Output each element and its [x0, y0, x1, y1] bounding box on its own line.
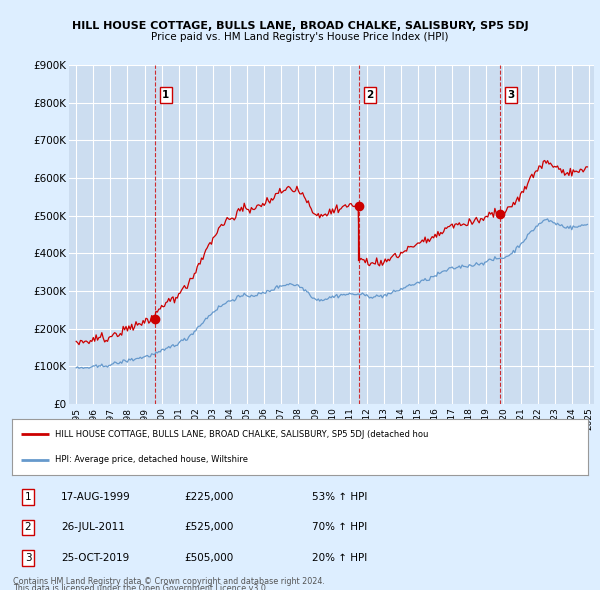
- Text: Price paid vs. HM Land Registry's House Price Index (HPI): Price paid vs. HM Land Registry's House …: [151, 32, 449, 42]
- Text: £505,000: £505,000: [185, 553, 234, 563]
- Text: 26-JUL-2011: 26-JUL-2011: [61, 523, 125, 532]
- Text: HILL HOUSE COTTAGE, BULLS LANE, BROAD CHALKE, SALISBURY, SP5 5DJ (detached hou: HILL HOUSE COTTAGE, BULLS LANE, BROAD CH…: [55, 430, 428, 438]
- Text: 70% ↑ HPI: 70% ↑ HPI: [311, 523, 367, 532]
- Text: 1: 1: [25, 492, 31, 502]
- Text: £525,000: £525,000: [185, 523, 234, 532]
- Text: 25-OCT-2019: 25-OCT-2019: [61, 553, 129, 563]
- Text: 3: 3: [25, 553, 31, 563]
- Text: 2: 2: [366, 90, 373, 100]
- Text: This data is licensed under the Open Government Licence v3.0.: This data is licensed under the Open Gov…: [13, 584, 269, 590]
- Text: 2: 2: [25, 523, 31, 532]
- Text: HILL HOUSE COTTAGE, BULLS LANE, BROAD CHALKE, SALISBURY, SP5 5DJ: HILL HOUSE COTTAGE, BULLS LANE, BROAD CH…: [71, 21, 529, 31]
- Text: Contains HM Land Registry data © Crown copyright and database right 2024.: Contains HM Land Registry data © Crown c…: [13, 577, 325, 586]
- Text: 3: 3: [507, 90, 514, 100]
- Text: 1: 1: [162, 90, 169, 100]
- Text: HPI: Average price, detached house, Wiltshire: HPI: Average price, detached house, Wilt…: [55, 455, 248, 464]
- Text: 53% ↑ HPI: 53% ↑ HPI: [311, 492, 367, 502]
- Text: 17-AUG-1999: 17-AUG-1999: [61, 492, 131, 502]
- Text: £225,000: £225,000: [185, 492, 234, 502]
- Text: 20% ↑ HPI: 20% ↑ HPI: [311, 553, 367, 563]
